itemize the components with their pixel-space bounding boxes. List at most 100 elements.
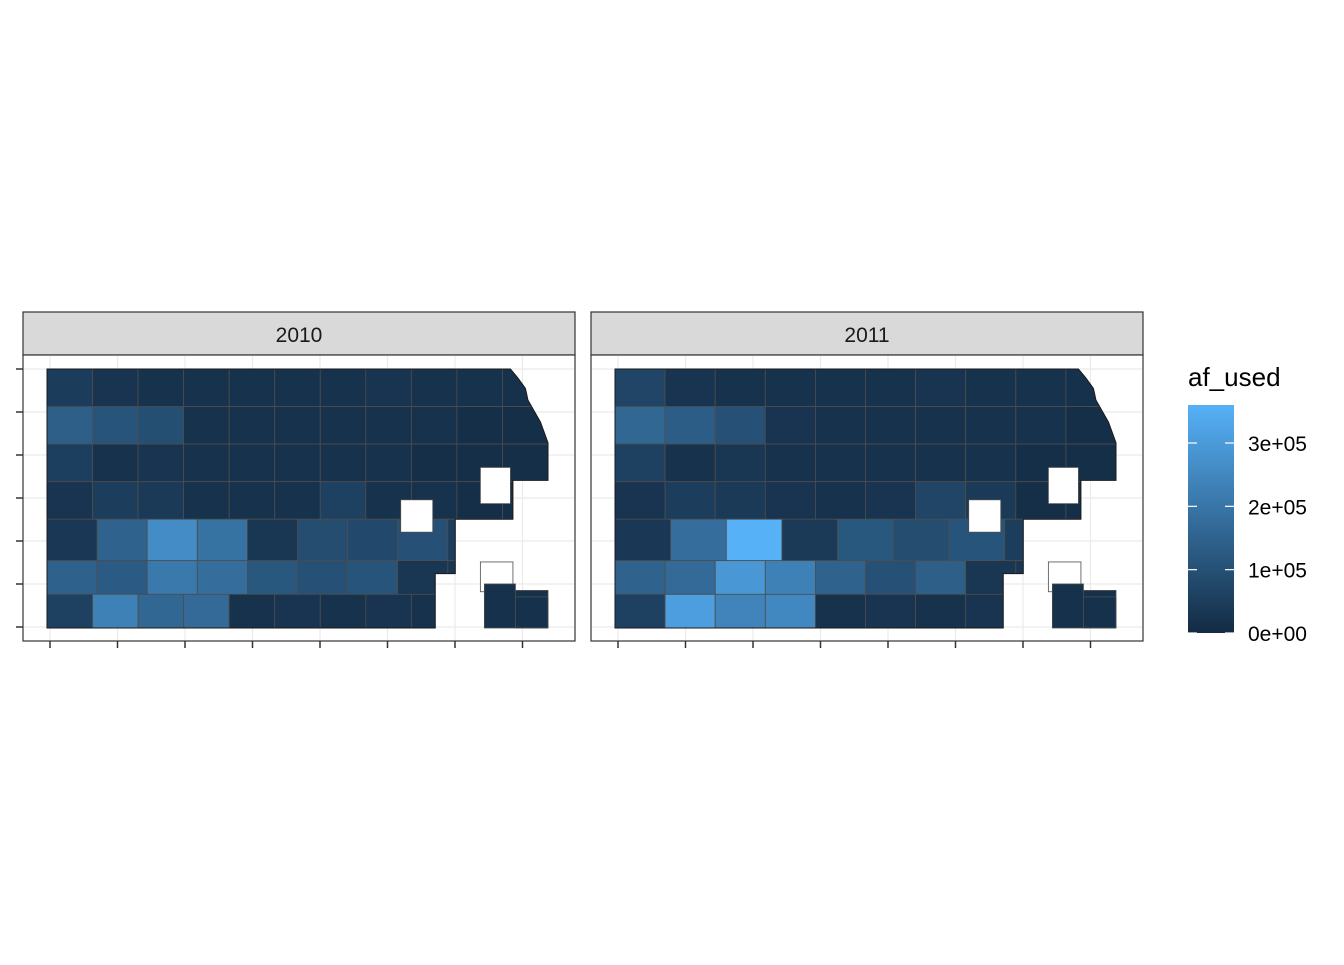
- county-cell: [965, 406, 1017, 445]
- county-cell: [664, 443, 716, 483]
- county-cell: [47, 518, 98, 562]
- missing-county: [968, 499, 1002, 533]
- county-cell: [483, 583, 516, 629]
- county-cell: [725, 518, 783, 562]
- county-cell: [228, 481, 276, 520]
- county-cell: [196, 518, 248, 562]
- county-cell: [92, 443, 139, 483]
- missing-county: [479, 467, 511, 505]
- county-cell: [1015, 369, 1067, 407]
- county-cell: [837, 518, 894, 562]
- county-cell: [47, 369, 93, 407]
- county-cell: [146, 560, 198, 595]
- county-cell: [615, 518, 672, 562]
- facet-2010: 2010: [16, 311, 576, 648]
- county-cell: [815, 406, 866, 445]
- missing-county: [400, 499, 434, 533]
- county-cell: [1083, 596, 1117, 629]
- county-cell: [781, 518, 839, 562]
- county-cell: [183, 369, 230, 407]
- county-cell: [47, 560, 98, 595]
- county-cell: [615, 443, 666, 483]
- county-cell: [664, 369, 716, 407]
- county-cell: [183, 481, 230, 520]
- county-cell: [664, 560, 716, 595]
- county-cell: [664, 593, 716, 628]
- county-cell: [92, 369, 139, 407]
- county-cell: [365, 406, 412, 445]
- county-cell: [865, 593, 916, 628]
- county-cell: [714, 443, 766, 483]
- county-cell: [274, 593, 321, 628]
- county-cell: [365, 593, 412, 628]
- county-cell: [410, 443, 458, 483]
- county-cell: [47, 443, 93, 483]
- county-cell: [865, 369, 916, 407]
- county-cell: [137, 369, 185, 407]
- county-cell: [228, 443, 276, 483]
- legend: af_used 0e+00 1e+05 2e+05 3e+05: [1188, 362, 1307, 646]
- county-cell: [515, 596, 549, 629]
- county-cell: [274, 369, 321, 407]
- county-cell: [137, 593, 185, 628]
- county-cell: [319, 443, 367, 483]
- county-cell: [92, 593, 139, 628]
- county-cell: [764, 481, 816, 520]
- county-cell: [1051, 583, 1084, 629]
- axis-ticks: [617, 641, 1092, 648]
- county-cell: [915, 443, 967, 483]
- county-cell: [815, 593, 866, 628]
- county-cell: [347, 518, 399, 562]
- county-cell: [347, 560, 399, 595]
- county-cell: [865, 481, 916, 520]
- county-cell: [815, 560, 866, 595]
- county-cell: [815, 443, 866, 483]
- legend-colorbar: [1188, 405, 1234, 633]
- legend-tick-label: 0e+00: [1248, 623, 1307, 646]
- facet-strip: [22, 311, 576, 356]
- county-cell: [183, 443, 230, 483]
- facet-strip-label: 2010: [276, 324, 323, 347]
- county-cell: [714, 406, 766, 445]
- county-cell: [246, 560, 298, 595]
- county-cell: [714, 369, 766, 407]
- county-cell: [915, 481, 967, 520]
- county-cell: [615, 481, 666, 520]
- facet-strip-label: 2011: [844, 324, 889, 347]
- county-cell: [456, 443, 503, 483]
- county-cell: [274, 443, 321, 483]
- county-cell: [228, 406, 276, 445]
- county-cell: [664, 406, 716, 445]
- county-cell: [47, 481, 93, 520]
- county-cell: [865, 443, 916, 483]
- county-cell: [815, 369, 866, 407]
- legend-title: af_used: [1188, 362, 1281, 392]
- county-cell: [764, 443, 816, 483]
- county-cell: [274, 406, 321, 445]
- county-cell: [664, 481, 716, 520]
- county-cell: [714, 560, 766, 595]
- county-cell: [319, 406, 367, 445]
- missing-county: [1047, 467, 1079, 505]
- state-outline: [614, 368, 1117, 629]
- county-cell: [410, 406, 458, 445]
- county-cell: [228, 593, 276, 628]
- county-cell: [915, 593, 967, 628]
- county-cell: [47, 593, 93, 628]
- axis-ticks: [16, 368, 524, 648]
- county-cell: [365, 369, 412, 407]
- county-cell: [183, 406, 230, 445]
- facet-2011: 2011: [590, 311, 1144, 648]
- county-cell: [764, 593, 816, 628]
- legend-tick-label: 3e+05: [1248, 433, 1307, 456]
- county-cell: [92, 406, 139, 445]
- county-cell: [297, 560, 348, 595]
- county-cell: [714, 481, 766, 520]
- county-cell: [92, 481, 139, 520]
- county-cell: [137, 443, 185, 483]
- county-cell: [319, 369, 367, 407]
- county-cell: [714, 593, 766, 628]
- county-cell: [815, 481, 866, 520]
